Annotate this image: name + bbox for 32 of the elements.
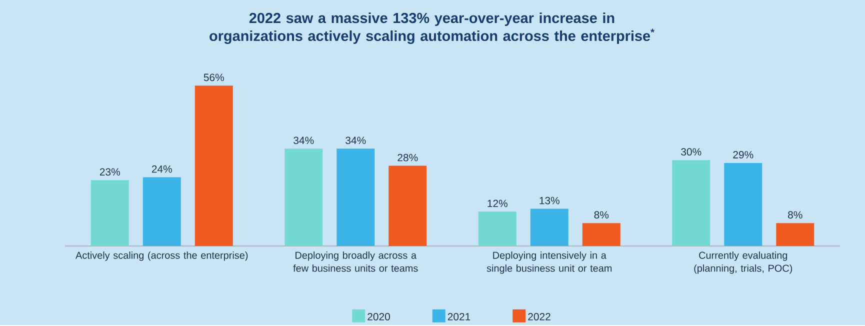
data-label: 34% xyxy=(346,136,366,144)
legend-label: 2021 xyxy=(448,313,470,321)
bar xyxy=(142,177,181,246)
data-label: 34% xyxy=(294,136,314,144)
chart-title: 2022 saw a massive 133% year-over-year increase in organizations actively scaling automation across the enterprise$^{*}$ xyxy=(210,12,654,44)
bar xyxy=(530,208,568,246)
data-label: 56% xyxy=(204,74,224,82)
data-label: 8% xyxy=(788,211,802,219)
x-tick-label: Currently evaluating (planning, trials, POC) xyxy=(694,252,792,274)
x-tick-label: Actively scaling (across the enterprise) xyxy=(76,252,248,261)
data-label: 28% xyxy=(398,154,418,162)
bar xyxy=(90,180,129,246)
bar xyxy=(336,148,375,246)
data-label: 29% xyxy=(733,151,754,159)
x-tick-label: Deploying intensively in a single business unit or team xyxy=(486,252,612,274)
data-label: 24% xyxy=(152,165,172,173)
data-label: 23% xyxy=(100,168,120,176)
data-label: 13% xyxy=(540,196,560,204)
data-label: 8% xyxy=(594,211,609,219)
legend-label: 2020 xyxy=(368,313,390,321)
data-label: 30% xyxy=(681,148,702,156)
bar xyxy=(478,212,516,246)
x-tick-label: Deploying broadly across a few business units or teams xyxy=(293,252,418,272)
legend-label: 2022 xyxy=(528,313,550,321)
bar xyxy=(284,148,323,246)
bar xyxy=(672,160,710,246)
bar xyxy=(582,223,620,246)
bar xyxy=(724,163,762,246)
data-label: 12% xyxy=(488,200,508,208)
bar xyxy=(194,86,233,246)
bar xyxy=(776,223,814,246)
bar xyxy=(388,166,427,246)
